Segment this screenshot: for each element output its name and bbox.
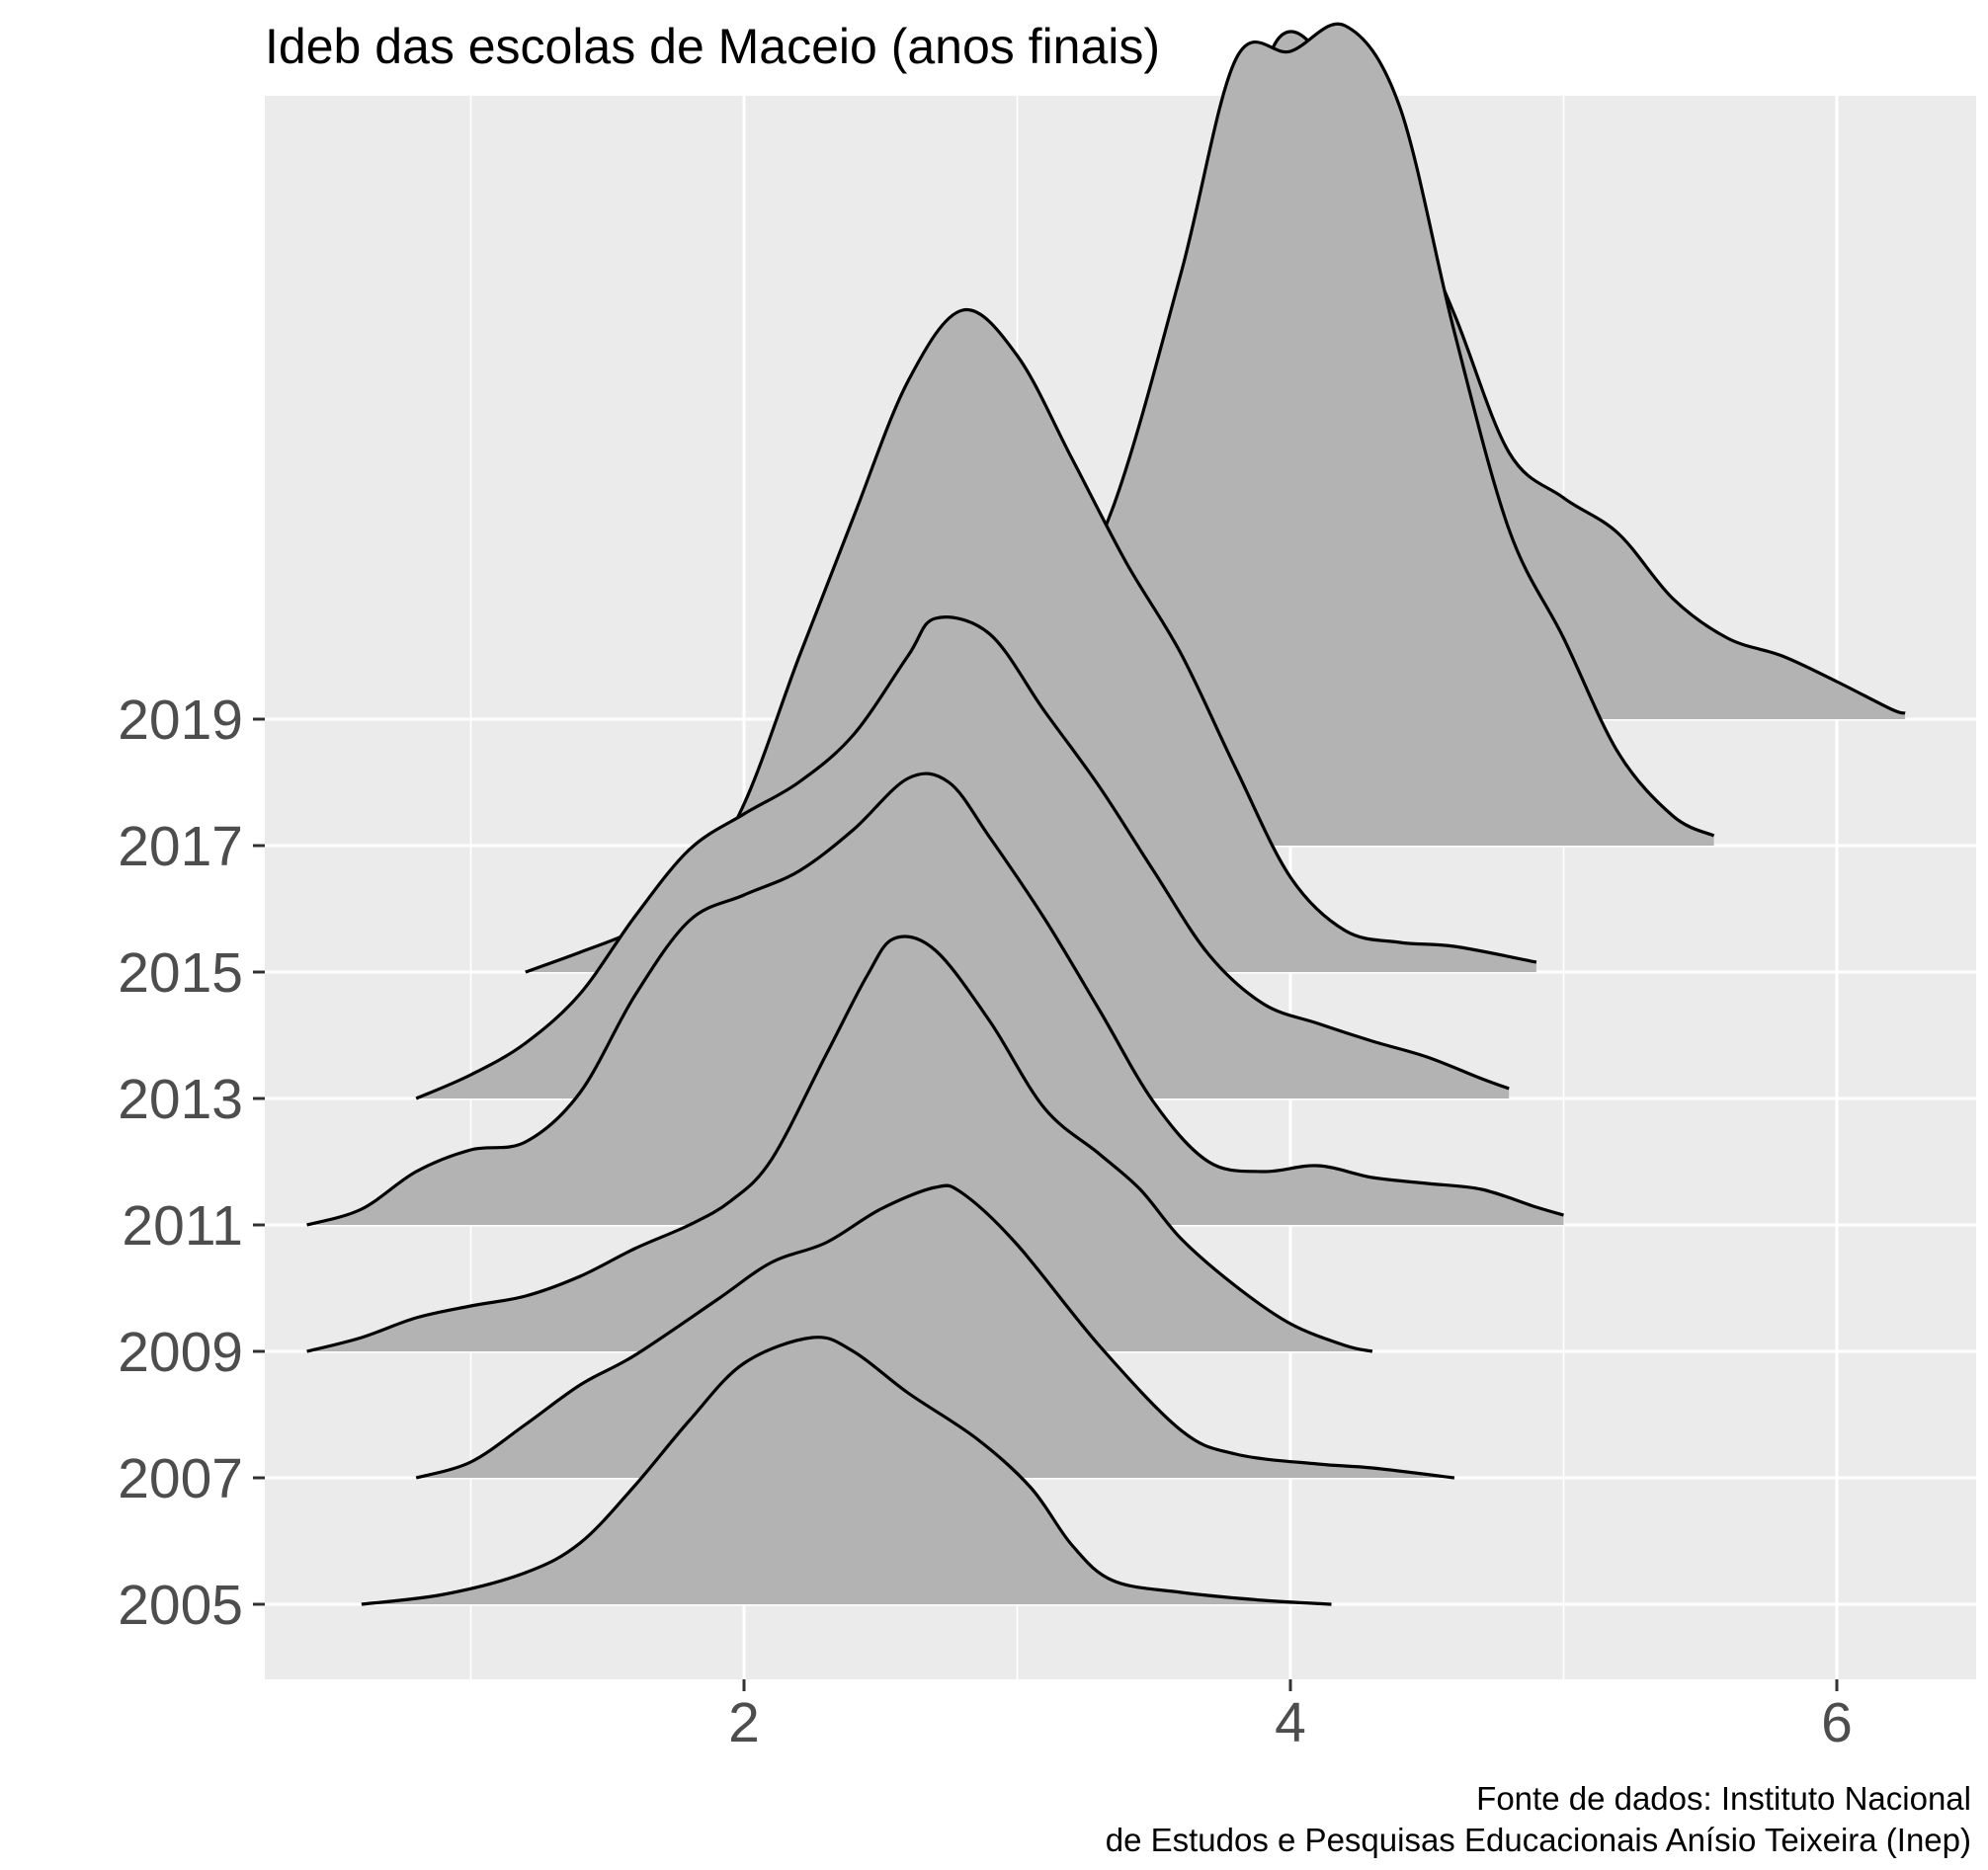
caption: Fonte de dados: Instituto Nacional de Es…: [1106, 1780, 1971, 1858]
x-axis: 2 4 6: [728, 1679, 1853, 1754]
ridge-area-2005: [361, 1337, 1332, 1604]
ridge-line-2011: [306, 772, 1564, 1227]
caption-line-2: de Estudos e Pesquisas Educacionais Anís…: [1106, 1822, 1971, 1858]
ridge-2005: [361, 1336, 1332, 1606]
chart-title: Ideb das escolas de Maceio (anos finais): [265, 19, 1160, 74]
y-axis: 2005 2007 2009 2011 2013 2015 2017 2019: [118, 689, 265, 1637]
ridge-line-2005: [361, 1336, 1332, 1606]
ridge-line-2009: [306, 935, 1373, 1353]
ridge-2007: [415, 1183, 1455, 1480]
y-tick-label: 2019: [118, 689, 243, 752]
y-tick-label: 2009: [118, 1321, 243, 1384]
x-tick-label: 2: [728, 1691, 760, 1754]
y-tick-label: 2007: [118, 1447, 243, 1510]
y-tick-label: 2015: [118, 941, 243, 1005]
y-tick-label: 2013: [118, 1068, 243, 1131]
x-tick-label: 4: [1275, 1691, 1306, 1754]
y-tick-label: 2017: [118, 815, 243, 878]
caption-line-1: Fonte de dados: Instituto Nacional: [1476, 1780, 1971, 1817]
x-tick-label: 6: [1821, 1691, 1853, 1754]
y-tick-label: 2005: [118, 1574, 243, 1637]
ridge-line-2007: [415, 1183, 1455, 1480]
y-tick-label: 2011: [122, 1194, 243, 1258]
ridge-2009: [306, 935, 1373, 1353]
ridges: [306, 22, 1906, 1606]
ridge-area-2007: [416, 1185, 1454, 1478]
ridge-line-2013: [415, 615, 1510, 1100]
ridge-area-2009: [306, 936, 1372, 1351]
